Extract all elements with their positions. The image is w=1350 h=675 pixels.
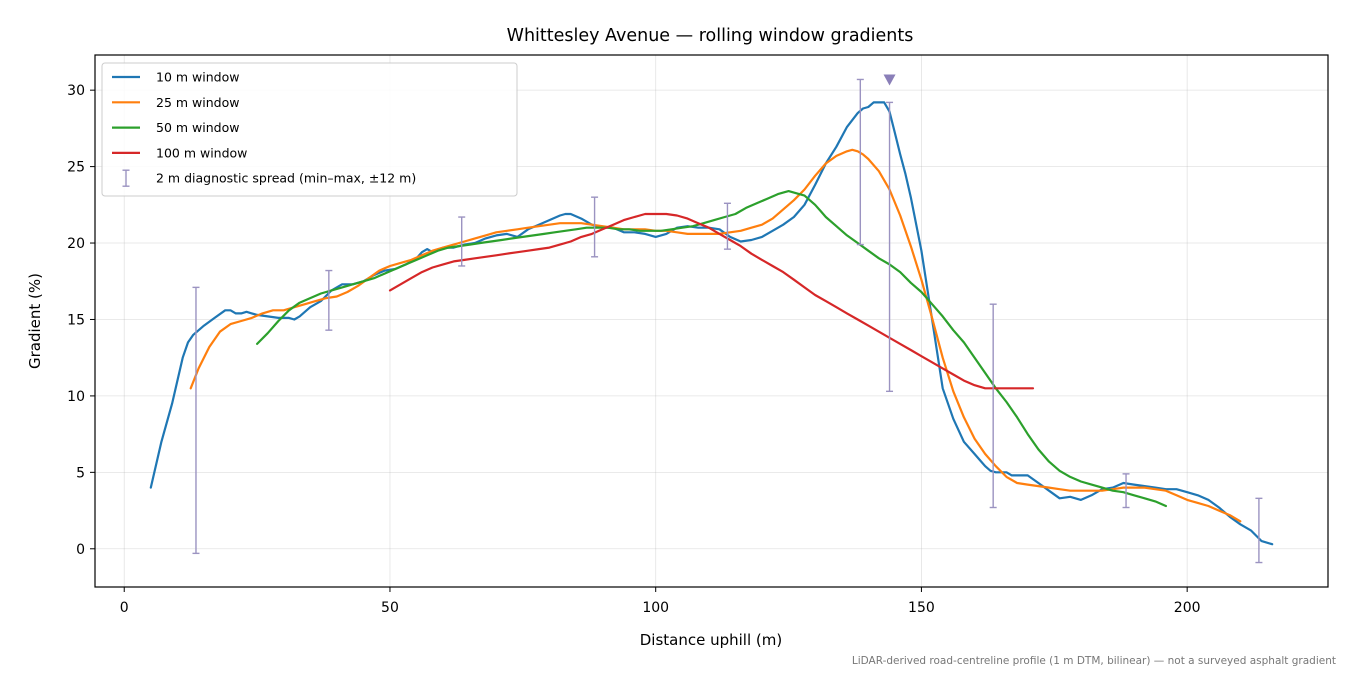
y-tick-label: 10 [67, 389, 85, 405]
x-axis-ticks: 0 50 100 150 200 [120, 587, 1201, 616]
chart-title: Whittesley Avenue — rolling window gradi… [507, 26, 914, 46]
legend: 10 m window 25 m window 50 m window 100 m w… [101, 62, 518, 197]
diagnostic-errorbar [1122, 473, 1130, 509]
diagnostic-errorbar [989, 303, 997, 509]
series-line-1 [149, 101, 1274, 546]
legend-label: 100 m window [156, 145, 247, 160]
diagnostic-errorbar [192, 286, 200, 555]
plot-area [149, 74, 1274, 564]
legend-entry-3: 50 m window [112, 120, 239, 135]
legend-entry-1: 10 m window [112, 70, 239, 85]
series-line-3 [256, 190, 1167, 508]
x-tick-label: 200 [1174, 600, 1201, 616]
x-tick-label: 150 [908, 600, 935, 616]
x-tick-label: 100 [642, 600, 669, 616]
diagnostic-errorbar [458, 216, 466, 267]
y-axis-label: Gradient (%) [26, 273, 44, 369]
legend-label: 10 m window [156, 70, 239, 85]
legend-entry-5: 2 m diagnostic spread (min–max, ±12 m) [122, 169, 416, 187]
legend-label: 50 m window [156, 120, 239, 135]
x-axis-label: Distance uphill (m) [640, 631, 782, 649]
x-tick-label: 0 [120, 600, 129, 616]
y-tick-label: 20 [67, 236, 85, 252]
legend-entry-4: 100 m window [112, 145, 247, 160]
footnote: LiDAR-derived road-centreline profile (1… [852, 655, 1336, 667]
y-tick-label: 5 [76, 465, 85, 481]
y-tick-label: 25 [67, 160, 85, 176]
diagnostic-errorbar [723, 202, 731, 250]
legend-label: 2 m diagnostic spread (min–max, ±12 m) [156, 171, 416, 186]
plot-frame [94, 54, 1329, 588]
diagnostic-errorbar [856, 78, 864, 246]
diagnostic-errorbar [591, 196, 599, 258]
legend-label: 25 m window [156, 95, 239, 110]
diagnostic-errorbar [886, 101, 894, 393]
diagnostic-errorbar [325, 269, 333, 331]
x-tick-label: 50 [381, 600, 399, 616]
legend-entry-2: 25 m window [112, 95, 239, 110]
y-tick-label: 30 [67, 83, 85, 99]
y-tick-label: 15 [67, 312, 85, 328]
y-tick-label: 0 [76, 542, 85, 558]
peak-marker [883, 74, 896, 86]
series-line-4 [388, 212, 1035, 390]
diagnostic-errorbar [1255, 497, 1263, 564]
y-axis-ticks: 0 5 10 15 20 25 30 [67, 83, 95, 558]
legend-box [101, 62, 518, 197]
